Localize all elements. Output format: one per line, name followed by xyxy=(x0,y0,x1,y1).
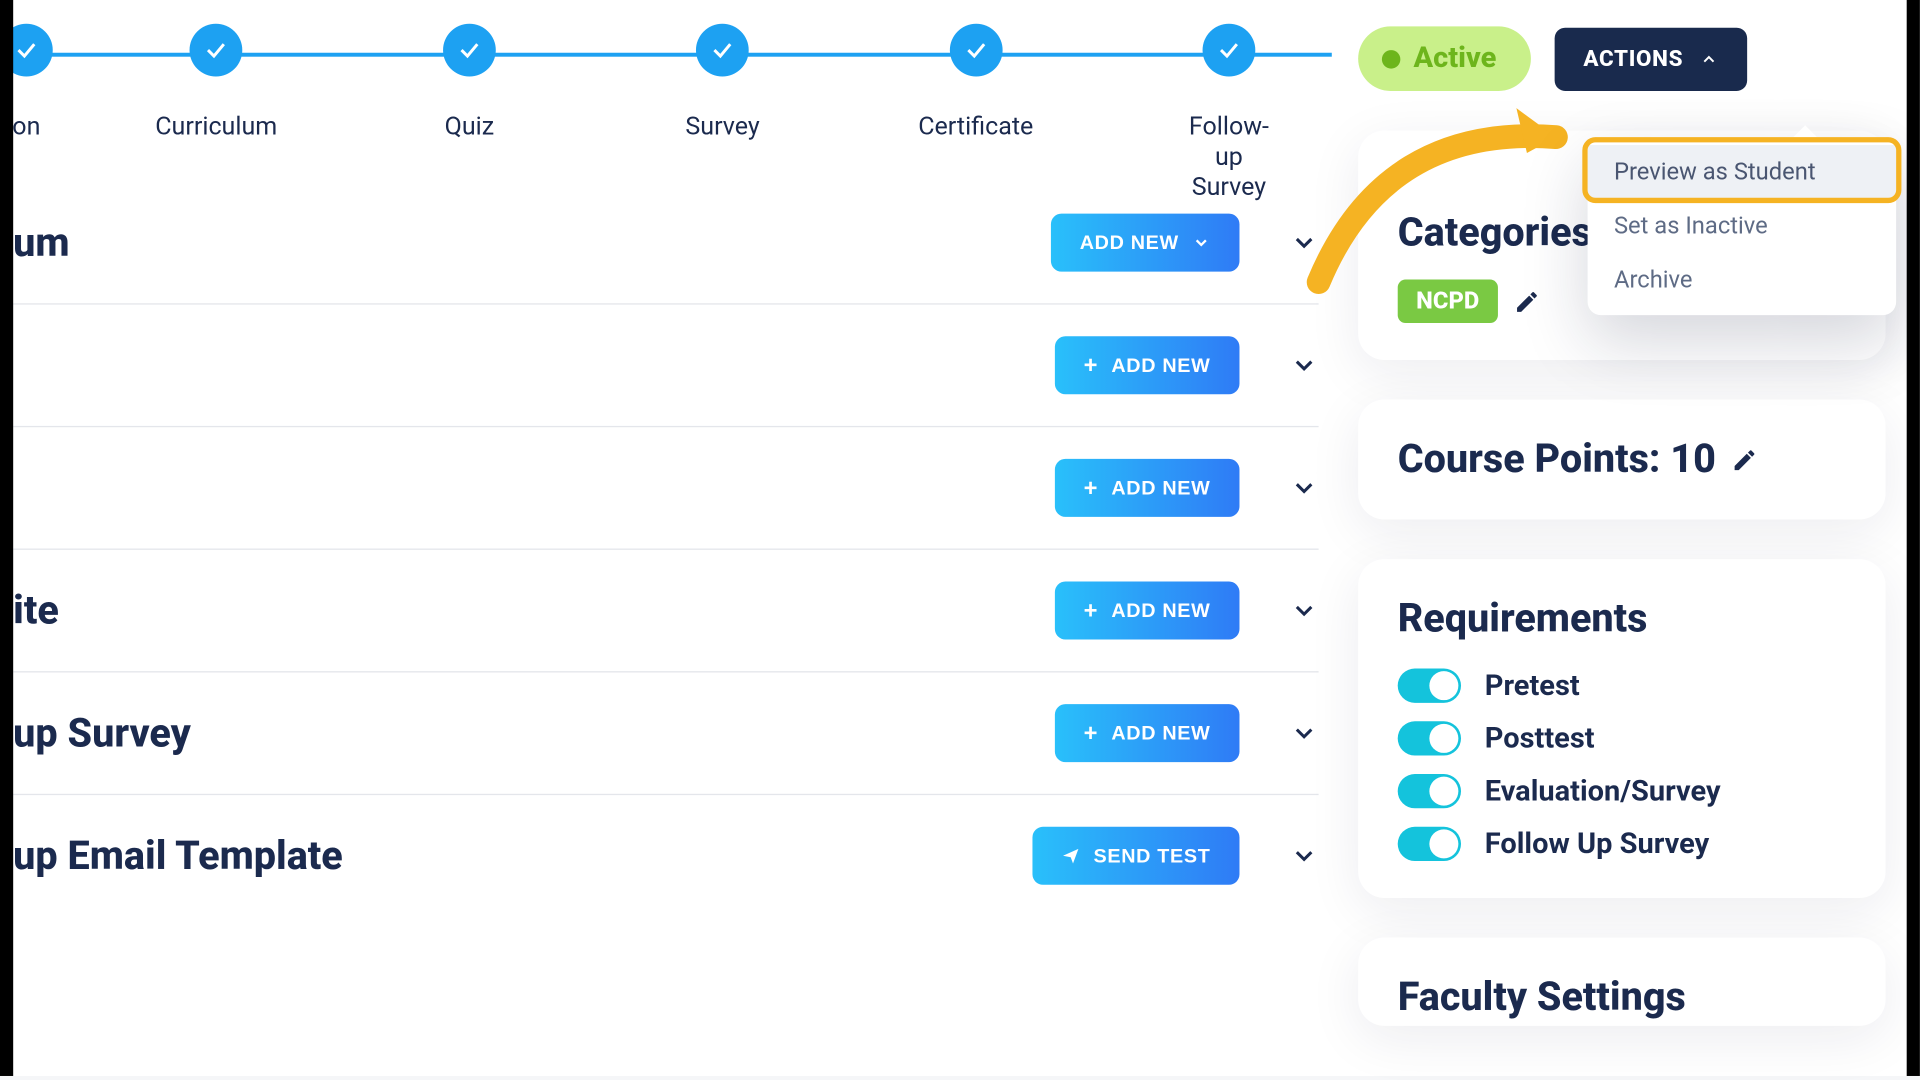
step-quiz[interactable]: Quiz xyxy=(443,24,496,141)
plus-icon: + xyxy=(1084,353,1099,377)
plus-icon: + xyxy=(1084,599,1099,623)
section-row-curriculum: um ADD NEW xyxy=(13,182,1318,305)
faculty-settings-heading: Faculty Settings xyxy=(1398,974,1846,1020)
sidebar: Active ACTIONS Preview as Student Set as… xyxy=(1358,26,1885,1025)
section-title: up Email Template xyxy=(13,833,343,879)
course-points-heading: Course Points: 10 xyxy=(1398,436,1716,482)
button-label: SEND TEST xyxy=(1094,845,1211,867)
chevron-up-icon xyxy=(1699,49,1717,67)
expand-toggle[interactable] xyxy=(1290,228,1319,257)
toggle-followup[interactable] xyxy=(1398,827,1461,861)
toggle-pretest[interactable] xyxy=(1398,669,1461,703)
check-icon xyxy=(190,24,243,77)
section-row-email-template: up Email Template SEND TEST xyxy=(13,795,1318,916)
step-certificate[interactable]: Certificate xyxy=(918,24,1033,141)
section-title: ite xyxy=(13,587,59,633)
add-new-dropdown-button[interactable]: ADD NEW xyxy=(1051,214,1240,272)
course-points-card: Course Points: 10 xyxy=(1358,400,1885,520)
req-label: Follow Up Survey xyxy=(1485,827,1709,860)
check-icon xyxy=(443,24,496,77)
step-curriculum[interactable]: Curriculum xyxy=(155,24,277,141)
step-label: Curriculum xyxy=(155,111,277,141)
button-label: ADD NEW xyxy=(1111,477,1210,499)
edit-icon[interactable] xyxy=(1732,446,1758,472)
menu-preview-as-student[interactable]: Preview as Student xyxy=(1588,145,1897,199)
category-pill-ncpd[interactable]: NCPD xyxy=(1398,280,1498,324)
req-label: Evaluation/Survey xyxy=(1485,775,1721,808)
section-row-certificate: ite + ADD NEW xyxy=(13,550,1318,673)
section-title: up Survey xyxy=(13,710,191,756)
progress-stepper: on Curriculum Quiz Survey Certificate Fo… xyxy=(13,24,1332,143)
section-row-followup-survey: up Survey + ADD NEW xyxy=(13,672,1318,795)
check-icon xyxy=(1203,24,1256,77)
section-list: um ADD NEW + ADD NEW xyxy=(13,182,1318,916)
status-active-pill: Active xyxy=(1358,26,1531,91)
add-new-button[interactable]: + ADD NEW xyxy=(1055,704,1240,762)
req-row-pretest: Pretest xyxy=(1398,669,1846,703)
toggle-posttest[interactable] xyxy=(1398,721,1461,755)
add-new-button[interactable]: + ADD NEW xyxy=(1055,336,1240,394)
section-row-survey: + ADD NEW xyxy=(13,427,1318,550)
step-label: Quiz xyxy=(443,111,496,141)
menu-archive[interactable]: Archive xyxy=(1588,253,1897,307)
status-label: Active xyxy=(1414,42,1497,75)
requirements-heading: Requirements xyxy=(1398,596,1846,642)
plus-icon: + xyxy=(1084,721,1099,745)
check-icon xyxy=(949,24,1002,77)
menu-set-inactive[interactable]: Set as Inactive xyxy=(1588,199,1897,253)
button-label: ADD NEW xyxy=(1080,231,1179,253)
course-points-value: 10 xyxy=(1670,436,1716,482)
actions-menu: Preview as Student Set as Inactive Archi… xyxy=(1588,137,1897,315)
add-new-button[interactable]: + ADD NEW xyxy=(1055,459,1240,517)
req-label: Pretest xyxy=(1485,669,1580,702)
req-row-followup: Follow Up Survey xyxy=(1398,827,1846,861)
edit-icon[interactable] xyxy=(1514,288,1540,314)
send-test-button[interactable]: SEND TEST xyxy=(1033,827,1240,885)
actions-button[interactable]: ACTIONS xyxy=(1554,27,1746,90)
req-row-evaluation: Evaluation/Survey xyxy=(1398,774,1846,808)
step-label: Certificate xyxy=(918,111,1033,141)
expand-toggle[interactable] xyxy=(1290,841,1319,870)
step-followup-survey[interactable]: Follow-up Survey xyxy=(1178,24,1281,202)
req-row-posttest: Posttest xyxy=(1398,721,1846,755)
course-points-label: Course Points: xyxy=(1398,436,1671,482)
expand-toggle[interactable] xyxy=(1290,351,1319,380)
button-label: ADD NEW xyxy=(1111,599,1210,621)
button-label: ADD NEW xyxy=(1111,354,1210,376)
req-label: Posttest xyxy=(1485,722,1595,755)
toggle-evaluation[interactable] xyxy=(1398,774,1461,808)
paper-plane-icon xyxy=(1062,847,1080,865)
add-new-button[interactable]: + ADD NEW xyxy=(1055,582,1240,640)
requirements-card: Requirements Pretest Posttest Evaluation… xyxy=(1358,559,1885,898)
expand-toggle[interactable] xyxy=(1290,473,1319,502)
button-label: ADD NEW xyxy=(1111,722,1210,744)
expand-toggle[interactable] xyxy=(1290,719,1319,748)
chevron-down-icon xyxy=(1192,233,1210,251)
section-row-quiz: + ADD NEW xyxy=(13,305,1318,428)
crop-edge-right xyxy=(1907,0,1920,1076)
actions-label: ACTIONS xyxy=(1583,45,1683,71)
check-icon xyxy=(696,24,749,77)
crop-edge-left xyxy=(0,0,13,1076)
section-title: um xyxy=(13,220,69,266)
expand-toggle[interactable] xyxy=(1290,596,1319,625)
status-dot-icon xyxy=(1382,49,1400,67)
step-survey[interactable]: Survey xyxy=(685,24,759,141)
faculty-settings-card: Faculty Settings xyxy=(1358,938,1885,1026)
status-row: Active ACTIONS xyxy=(1358,26,1885,91)
course-editor-screen: on Curriculum Quiz Survey Certificate Fo… xyxy=(0,0,1920,1076)
plus-icon: + xyxy=(1084,476,1099,500)
step-label: Survey xyxy=(685,111,759,141)
